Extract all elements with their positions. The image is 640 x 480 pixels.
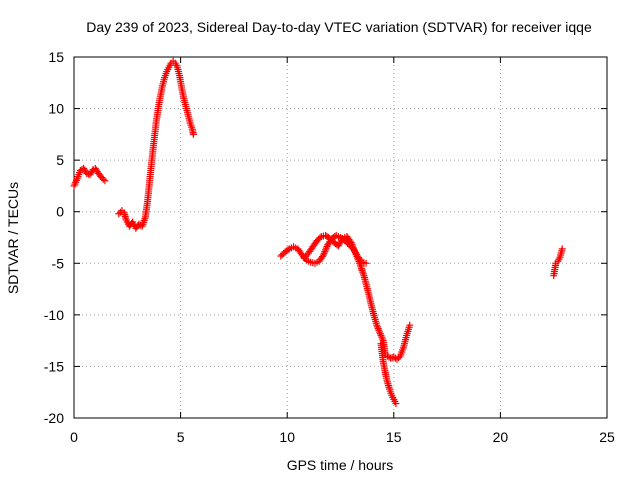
- data-point: [359, 268, 367, 276]
- y-tick-label: 5: [56, 152, 64, 168]
- data-point: [101, 177, 109, 185]
- y-tick-label: 0: [56, 204, 64, 220]
- data-point: [406, 321, 414, 329]
- data-point: [98, 174, 106, 182]
- x-axis-label: GPS time / hours: [287, 457, 394, 473]
- data-point: [349, 244, 357, 252]
- data-point: [377, 331, 385, 339]
- data-point: [373, 323, 381, 331]
- y-tick-label: -10: [44, 307, 64, 323]
- data-point: [349, 242, 357, 250]
- y-tick-label: -20: [44, 410, 64, 426]
- data-point: [350, 246, 358, 254]
- data-point: [321, 248, 329, 256]
- grid: [74, 57, 607, 418]
- data-point: [358, 266, 366, 274]
- data-point: [351, 247, 359, 255]
- x-tick-label: 20: [493, 429, 509, 445]
- data-point: [375, 326, 383, 334]
- data-point: [359, 270, 367, 278]
- x-tick-label: 15: [386, 429, 402, 445]
- data-point: [284, 246, 292, 254]
- data-point: [322, 246, 330, 254]
- data-point: [395, 354, 403, 362]
- x-tick-label: 5: [177, 429, 185, 445]
- data-point: [353, 252, 361, 260]
- data-point: [320, 249, 328, 257]
- y-tick-label: -15: [44, 358, 64, 374]
- data-point: [352, 251, 360, 259]
- axis-ticks: 0 5 10 15 20 25 -20 -15 -10 -5 0 5 10 15: [44, 49, 615, 445]
- data-point: [558, 245, 566, 253]
- y-axis-label: SDTVAR / TECUs: [5, 182, 21, 294]
- x-tick-label: 0: [70, 429, 78, 445]
- data-point: [374, 325, 382, 333]
- y-tick-label: -5: [52, 255, 65, 271]
- data-point: [99, 175, 107, 183]
- y-tick-label: 10: [48, 101, 64, 117]
- data-point: [322, 244, 330, 252]
- x-tick-label: 25: [599, 429, 615, 445]
- y-tick-label: 15: [48, 49, 64, 65]
- chart-title: Day 239 of 2023, Sidereal Day-to-day VTE…: [86, 19, 592, 35]
- data-point: [355, 258, 363, 266]
- data-point: [319, 251, 327, 259]
- data-points: [70, 57, 566, 408]
- data-point: [378, 333, 386, 341]
- data-point: [115, 210, 123, 218]
- data-point: [376, 330, 384, 338]
- data-point: [378, 335, 386, 343]
- data-point: [348, 240, 356, 248]
- data-point: [354, 256, 362, 264]
- plot-border: [73, 56, 608, 419]
- x-tick-label: 10: [279, 429, 295, 445]
- data-point: [316, 234, 324, 242]
- data-point: [373, 321, 381, 329]
- data-point: [351, 249, 359, 257]
- data-point: [392, 400, 400, 408]
- data-point: [347, 239, 355, 247]
- data-point: [376, 328, 384, 336]
- data-point: [189, 130, 197, 138]
- data-point: [393, 355, 401, 363]
- data-point: [354, 254, 362, 262]
- data-point: [362, 259, 370, 267]
